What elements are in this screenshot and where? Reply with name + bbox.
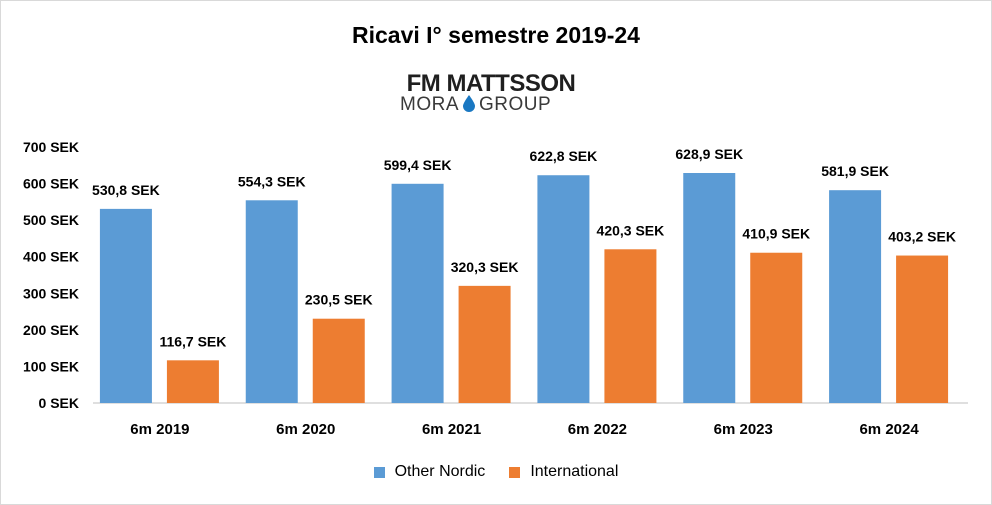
data-label: 622,8 SEK: [530, 148, 598, 164]
data-label: 554,3 SEK: [238, 173, 306, 189]
x-tick-label: 6m 2019: [130, 421, 189, 438]
data-label: 581,9 SEK: [821, 163, 889, 179]
data-label: 403,2 SEK: [888, 229, 956, 245]
data-label: 420,3 SEK: [597, 222, 665, 238]
legend-label-other-nordic: Other Nordic: [394, 463, 486, 480]
bar-international: [604, 249, 657, 403]
x-tick-label: 6m 2024: [859, 421, 919, 438]
legend-item-other-nordic: Other Nordic: [373, 463, 486, 481]
y-tick-label: 0 SEK: [39, 395, 79, 411]
bar-other-nordic: [245, 200, 298, 403]
y-tick-label: 700 SEK: [23, 139, 79, 155]
bar-international: [166, 360, 219, 403]
bar-international: [458, 285, 511, 403]
bar-international: [896, 255, 949, 403]
logo-group-text: GROUP: [479, 94, 552, 115]
bar-international: [312, 318, 365, 403]
legend-label-international: International: [530, 463, 619, 480]
data-label: 116,7 SEK: [159, 333, 226, 349]
bar-other-nordic: [537, 175, 590, 403]
data-label: 230,5 SEK: [305, 292, 373, 308]
x-tick-label: 6m 2021: [422, 421, 481, 438]
data-label: 628,9 SEK: [675, 146, 743, 162]
data-label: 599,4 SEK: [384, 157, 452, 173]
bar-other-nordic: [829, 190, 882, 403]
legend-swatch-international: [509, 466, 521, 478]
legend-item-international: International: [509, 463, 618, 481]
y-tick-label: 200 SEK: [23, 322, 79, 338]
y-tick-label: 500 SEK: [23, 212, 79, 228]
y-tick-label: 600 SEK: [23, 176, 79, 192]
bar-other-nordic: [99, 208, 152, 403]
legend-swatch-other-nordic: [373, 466, 385, 478]
logo-mora-text: MORA: [400, 94, 459, 115]
logo-subtitle: MORA GROUP: [400, 94, 590, 116]
logo-brand-name: FM MATTSSON: [406, 70, 576, 97]
data-label: 410,9 SEK: [742, 226, 810, 242]
chart-title: Ricavi I° semestre 2019-24: [352, 22, 640, 48]
bar-international: [750, 252, 803, 403]
x-tick-label: 6m 2022: [568, 421, 627, 438]
y-tick-label: 300 SEK: [23, 285, 79, 301]
data-label: 320,3 SEK: [451, 259, 519, 275]
water-drop-icon: [463, 95, 475, 112]
y-tick-label: 400 SEK: [23, 249, 79, 265]
y-tick-label: 100 SEK: [23, 358, 79, 374]
bar-other-nordic: [683, 173, 736, 403]
bar-other-nordic: [391, 183, 444, 403]
data-label: 530,8 SEK: [92, 182, 160, 198]
legend: Other Nordic International: [0, 463, 992, 481]
x-tick-label: 6m 2023: [714, 421, 773, 438]
x-tick-label: 6m 2020: [276, 421, 335, 438]
